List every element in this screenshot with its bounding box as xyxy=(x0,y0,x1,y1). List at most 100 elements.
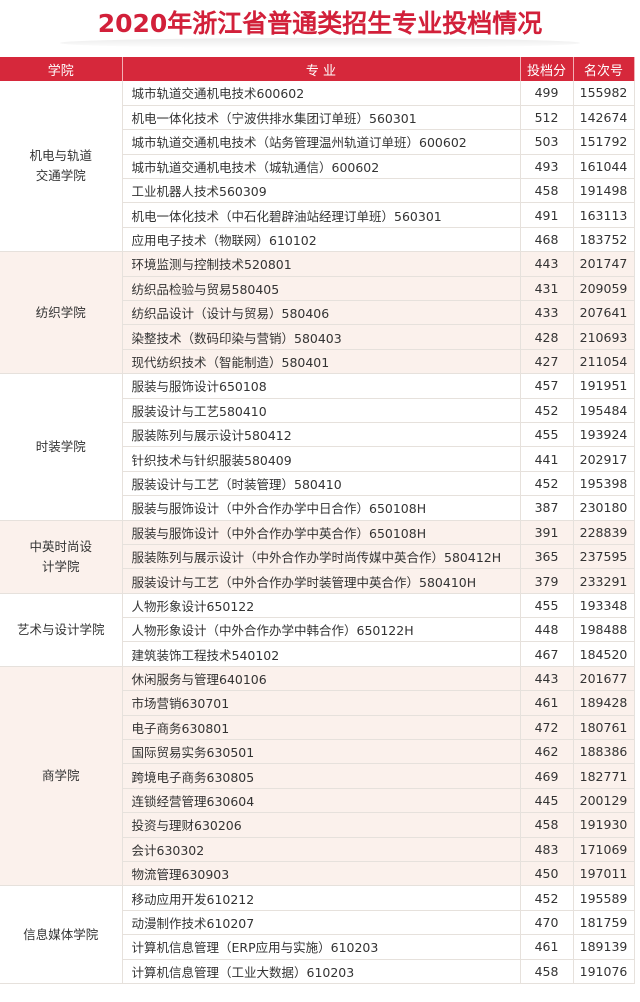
score-cell: 365 xyxy=(520,544,574,570)
table-header: 学院 专 业 投档分 名次号 xyxy=(0,57,635,81)
score-cell: 461 xyxy=(520,934,574,960)
score-cell: 431 xyxy=(520,276,574,302)
table-row: 跨境电子商务630805 469 182771 xyxy=(0,763,635,789)
rank-cell: 191930 xyxy=(573,812,635,838)
major-cell: 服装设计与工艺（中外合作办学时装管理中英合作）580410H xyxy=(122,568,521,594)
major-cell: 服装与服饰设计650108 xyxy=(122,373,521,399)
rank-cell: 195398 xyxy=(573,471,635,497)
rank-cell: 193348 xyxy=(573,593,635,619)
score-cell: 472 xyxy=(520,715,574,741)
table-row: 电子商务630801 472 180761 xyxy=(0,715,635,741)
rank-cell: 188386 xyxy=(573,739,635,765)
college-cell: 中英时尚设计学院 xyxy=(0,520,123,594)
table-row: 投资与理财630206 458 191930 xyxy=(0,812,635,838)
table-row: 物流管理630903 450 197011 xyxy=(0,861,635,887)
table-row: 城市轨道交通机电技术（城轨通信）600602 493 161044 xyxy=(0,154,635,180)
rank-cell: 197011 xyxy=(573,861,635,887)
table-row: 国际贸易实务630501 462 188386 xyxy=(0,739,635,765)
major-cell: 城市轨道交通机电技术600602 xyxy=(122,81,521,106)
major-cell: 服装设计与工艺（时装管理）580410 xyxy=(122,471,521,497)
score-cell: 441 xyxy=(520,446,574,472)
college-cell: 机电与轨道交通学院 xyxy=(0,81,123,253)
header-rank: 名次号 xyxy=(573,57,635,81)
rank-cell: 201677 xyxy=(573,666,635,692)
header-score: 投档分 xyxy=(520,57,574,81)
table-row: 市场营销630701 461 189428 xyxy=(0,690,635,716)
score-cell: 457 xyxy=(520,373,574,399)
major-cell: 计算机信息管理（工业大数据）610203 xyxy=(122,959,521,984)
table-row: 服装设计与工艺（中外合作办学时装管理中英合作）580410H 379 233291 xyxy=(0,568,635,594)
rank-cell: 191498 xyxy=(573,178,635,204)
table-row: 时装学院 服装与服饰设计650108 457 191951 xyxy=(0,373,635,521)
major-cell: 纺织品检验与贸易580405 xyxy=(122,276,521,302)
table-row: 服装与服饰设计（中外合作办学中日合作）650108H 387 230180 xyxy=(0,495,635,521)
score-cell: 462 xyxy=(520,739,574,765)
table-row: 人物形象设计（中外合作办学中韩合作）650122H 448 198488 xyxy=(0,617,635,643)
rank-cell: 233291 xyxy=(573,568,635,594)
rank-cell: 201747 xyxy=(573,251,635,277)
major-cell: 纺织品设计（设计与贸易）580406 xyxy=(122,300,521,326)
major-cell: 移动应用开发610212 xyxy=(122,885,521,911)
score-cell: 468 xyxy=(520,227,574,253)
major-cell: 服装与服饰设计（中外合作办学中日合作）650108H xyxy=(122,495,521,521)
rank-cell: 151792 xyxy=(573,129,635,155)
score-cell: 458 xyxy=(520,178,574,204)
table-row: 信息媒体学院 移动应用开发610212 452 195589 xyxy=(0,885,635,984)
rank-cell: 195589 xyxy=(573,885,635,911)
table-row: 服装设计与工艺580410 452 195484 xyxy=(0,398,635,423)
score-cell: 379 xyxy=(520,568,574,594)
score-cell: 461 xyxy=(520,690,574,716)
score-cell: 491 xyxy=(520,202,574,228)
rank-cell: 198488 xyxy=(573,617,635,643)
score-cell: 452 xyxy=(520,885,574,911)
table-row: 建筑装饰工程技术540102 467 184520 xyxy=(0,641,635,667)
rank-cell: 161044 xyxy=(573,154,635,180)
table-body: 机电与轨道交通学院 城市轨道交通机电技术600602 499 155982 机电一体化技… xyxy=(0,81,635,984)
major-cell: 服装陈列与展示设计580412 xyxy=(122,422,521,448)
score-cell: 483 xyxy=(520,837,574,863)
score-cell: 450 xyxy=(520,861,574,887)
admission-table: 学院 专 业 投档分 名次号 机电与轨道交通学院 城市轨道交通机电技术600602… xyxy=(0,57,635,984)
rank-cell: 189139 xyxy=(573,934,635,960)
rank-cell: 180761 xyxy=(573,715,635,741)
major-cell: 跨境电子商务630805 xyxy=(122,763,521,789)
rank-cell: 155982 xyxy=(573,81,635,106)
table-row: 机电一体化技术（宁波供排水集团订单班）560301 512 142674 xyxy=(0,105,635,131)
rank-cell: 228839 xyxy=(573,520,635,545)
college-cell: 艺术与设计学院 xyxy=(0,593,123,667)
table-row: 计算机信息管理（工业大数据）610203 458 191076 xyxy=(0,959,635,984)
rank-cell: 191076 xyxy=(573,959,635,984)
score-cell: 448 xyxy=(520,617,574,643)
score-cell: 433 xyxy=(520,300,574,326)
score-cell: 427 xyxy=(520,349,574,375)
header-college: 学院 xyxy=(0,57,123,81)
major-cell: 服装设计与工艺580410 xyxy=(122,398,521,423)
college-cell: 时装学院 xyxy=(0,373,123,521)
major-cell: 计算机信息管理（ERP应用与实施）610203 xyxy=(122,934,521,960)
score-cell: 469 xyxy=(520,763,574,789)
table-row: 应用电子技术（物联网）610102 468 183752 xyxy=(0,227,635,253)
major-cell: 服装与服饰设计（中外合作办学中英合作）650108H xyxy=(122,520,521,545)
table-row: 中英时尚设计学院 服装与服饰设计（中外合作办学中英合作）650108H 391 228… xyxy=(0,520,635,594)
score-cell: 499 xyxy=(520,81,574,106)
table-row: 城市轨道交通机电技术（站务管理温州轨道订单班）600602 503 151792 xyxy=(0,129,635,155)
rank-cell: 191951 xyxy=(573,373,635,399)
rank-cell: 163113 xyxy=(573,202,635,228)
major-cell: 环境监测与控制技术520801 xyxy=(122,251,521,277)
major-cell: 现代纺织技术（智能制造）580401 xyxy=(122,349,521,375)
major-cell: 针织技术与针织服装580409 xyxy=(122,446,521,472)
page-title: 2020年浙江省普通类招生专业投档情况 xyxy=(97,9,543,38)
college-cell: 信息媒体学院 xyxy=(0,885,123,984)
table-row: 纺织品检验与贸易580405 431 209059 xyxy=(0,276,635,302)
table-row: 现代纺织技术（智能制造）580401 427 211054 xyxy=(0,349,635,375)
rank-cell: 142674 xyxy=(573,105,635,131)
major-cell: 动漫制作技术610207 xyxy=(122,910,521,936)
rank-cell: 209059 xyxy=(573,276,635,302)
rank-cell: 189428 xyxy=(573,690,635,716)
rank-cell: 202917 xyxy=(573,446,635,472)
score-cell: 391 xyxy=(520,520,574,545)
major-cell: 机电一体化技术（中石化碧辟油站经理订单班）560301 xyxy=(122,202,521,228)
rank-cell: 211054 xyxy=(573,349,635,375)
table-row: 机电与轨道交通学院 城市轨道交通机电技术600602 499 155982 xyxy=(0,81,635,253)
score-cell: 387 xyxy=(520,495,574,521)
